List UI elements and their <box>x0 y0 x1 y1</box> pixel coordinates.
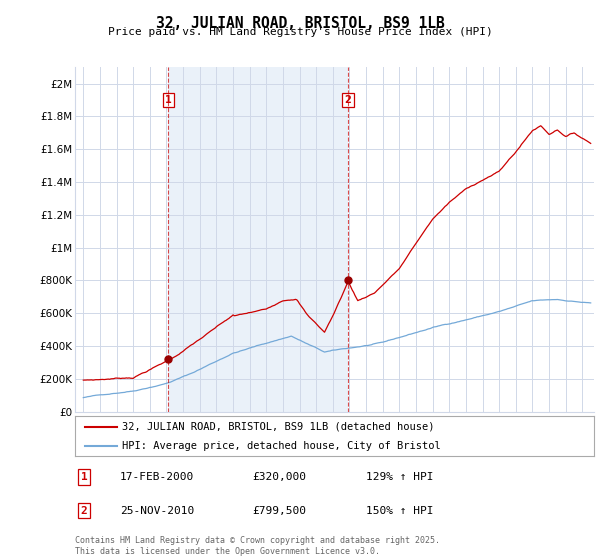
Text: Contains HM Land Registry data © Crown copyright and database right 2025.
This d: Contains HM Land Registry data © Crown c… <box>75 536 440 556</box>
Text: 1: 1 <box>165 95 172 105</box>
Text: Price paid vs. HM Land Registry's House Price Index (HPI): Price paid vs. HM Land Registry's House … <box>107 27 493 38</box>
Text: 1: 1 <box>80 472 88 482</box>
Text: 129% ↑ HPI: 129% ↑ HPI <box>366 472 433 482</box>
Text: 150% ↑ HPI: 150% ↑ HPI <box>366 506 433 516</box>
Text: 17-FEB-2000: 17-FEB-2000 <box>120 472 194 482</box>
Text: 32, JULIAN ROAD, BRISTOL, BS9 1LB: 32, JULIAN ROAD, BRISTOL, BS9 1LB <box>155 16 445 31</box>
Text: £799,500: £799,500 <box>252 506 306 516</box>
Text: £320,000: £320,000 <box>252 472 306 482</box>
Text: 32, JULIAN ROAD, BRISTOL, BS9 1LB (detached house): 32, JULIAN ROAD, BRISTOL, BS9 1LB (detac… <box>122 422 434 432</box>
Text: HPI: Average price, detached house, City of Bristol: HPI: Average price, detached house, City… <box>122 441 440 450</box>
Bar <box>169 67 348 412</box>
Text: 25-NOV-2010: 25-NOV-2010 <box>120 506 194 516</box>
Text: 2: 2 <box>80 506 88 516</box>
Text: 2: 2 <box>344 95 351 105</box>
